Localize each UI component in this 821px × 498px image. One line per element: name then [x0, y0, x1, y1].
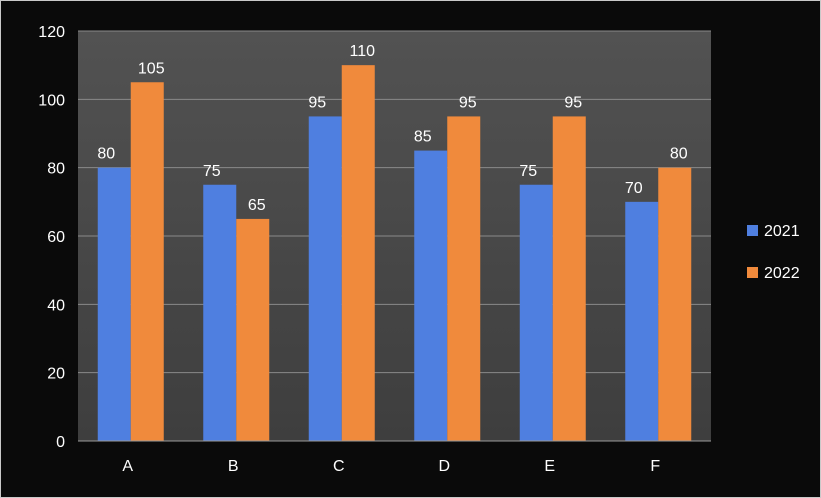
data-label: 75: [203, 163, 221, 180]
data-label: 75: [519, 163, 537, 180]
y-tick-label: 60: [47, 229, 65, 246]
data-label: 95: [308, 94, 326, 111]
data-label: 80: [670, 146, 688, 163]
gridlines: [78, 30, 711, 374]
x-tick-label: F: [650, 458, 660, 475]
bar-2021-B: [203, 184, 237, 441]
y-tick-label: 0: [56, 434, 65, 451]
data-label: 95: [459, 94, 477, 111]
bar-2022-A: [130, 82, 164, 441]
x-axis-ticks: A B C D E F: [122, 458, 660, 475]
data-label: 80: [97, 146, 115, 163]
data-label: 105: [138, 60, 165, 77]
data-label: 110: [349, 43, 375, 60]
legend: 2021 2022: [747, 223, 800, 282]
legend-swatch: [747, 225, 758, 236]
data-label: 95: [564, 94, 582, 111]
y-tick-label: 20: [47, 366, 65, 383]
y-tick-label: 100: [38, 92, 65, 109]
y-tick-label: 80: [47, 161, 65, 178]
y-axis-ticks: 0 20 40 60 80 100 120: [38, 24, 65, 451]
legend-swatch: [747, 267, 758, 278]
bar-2021-E: [519, 184, 553, 441]
bar-2022-D: [447, 116, 481, 442]
bar-2022-F: [658, 167, 692, 441]
x-tick-label: C: [333, 458, 345, 475]
x-tick-label: B: [228, 458, 239, 475]
data-labels: 80 105 75 65 95 110 85 95 75 95 70 80: [97, 43, 687, 214]
bar-2022-C: [341, 65, 375, 442]
data-label: 85: [414, 129, 432, 146]
x-tick-label: E: [544, 458, 555, 475]
x-tick-label: D: [438, 458, 450, 475]
bar-2022-B: [236, 218, 270, 441]
y-tick-label: 120: [38, 24, 65, 41]
legend-label: 2021: [764, 223, 800, 240]
bar-2021-F: [625, 201, 659, 441]
y-tick-label: 40: [47, 297, 65, 314]
bar-2021-D: [414, 150, 448, 442]
legend-label: 2022: [764, 265, 800, 282]
data-label: 65: [248, 197, 266, 214]
x-tick-label: A: [122, 458, 133, 475]
bars: [97, 65, 692, 442]
bar-2022-E: [552, 116, 586, 442]
data-label: 70: [625, 180, 643, 197]
bar-2021-A: [97, 167, 131, 441]
bar-2021-C: [308, 116, 342, 442]
